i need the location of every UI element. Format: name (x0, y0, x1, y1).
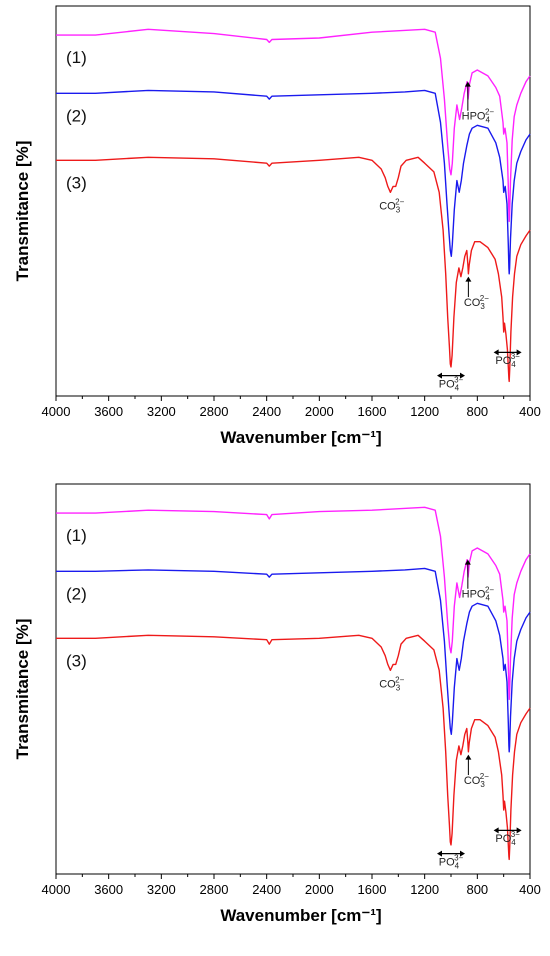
x-tick-label: 2800 (200, 882, 229, 897)
y-axis-label: Transmitance [%] (13, 141, 32, 282)
x-tick-label: 2800 (200, 404, 229, 419)
po4-arrow-2-right-head (516, 827, 522, 834)
po4-label-2: PO43− (495, 830, 520, 847)
po4-label-1: PO43− (439, 375, 464, 392)
chart-svg: 4000 3600 3200 2800 2400 2000 1600 1200 800 400 Wa… (13, 483, 541, 925)
po4-arrow-1-left-head (437, 372, 442, 379)
series-line-3 (56, 634, 531, 861)
co3-label-2: CO32− (464, 772, 489, 789)
po4-arrow-1-right-head (460, 850, 465, 857)
x-tick-label: 3600 (94, 882, 123, 897)
series-line-2 (56, 567, 531, 753)
x-tick-label: 3200 (147, 882, 176, 897)
x-axis-label: Wavenumber [cm⁻¹] (220, 428, 381, 447)
y-axis-label: Transmitance [%] (13, 619, 32, 760)
ftir-chart-bottom: 4000 3600 3200 2800 2400 2000 1600 1200 800 400 Wa… (0, 478, 550, 956)
x-tick-label: 800 (466, 404, 488, 419)
po4-arrow-2-left-head (493, 349, 499, 356)
series-label-1: (1) (66, 48, 87, 67)
hpo4-label: HPO42− (462, 108, 495, 125)
x-tick-label: 2000 (305, 404, 334, 419)
po4-arrow-2-right-head (516, 349, 522, 356)
co3-label-1: CO32− (379, 676, 404, 693)
series-label-2: (2) (66, 584, 87, 603)
series-line-1 (56, 506, 531, 701)
x-tick-label: 400 (519, 404, 541, 419)
plot-frame (55, 5, 531, 397)
x-tick-label: 800 (466, 882, 488, 897)
po4-label-2: PO43− (495, 352, 520, 369)
plot-frame (55, 483, 531, 875)
ftir-chart-top: 4000 3600 3200 2800 2400 2000 1600 1200 800 400 Wa… (13, 5, 541, 447)
po4-arrow-1-right-head (460, 372, 465, 379)
x-tick-label: 4000 (42, 882, 71, 897)
x-tick-label: 3600 (94, 404, 123, 419)
x-tick-label: 3200 (147, 404, 176, 419)
x-tick-label: 1600 (358, 404, 387, 419)
series-label-1: (1) (66, 526, 87, 545)
x-tick-label: 1200 (410, 404, 439, 419)
po4-arrow-2-left-head (493, 827, 499, 834)
x-tick-label: 1600 (358, 882, 387, 897)
chart-svg: 4000 3600 3200 2800 2400 2000 1600 1200 800 400 Wa… (13, 5, 541, 447)
series-label-3: (3) (66, 651, 87, 670)
x-axis-label: Wavenumber [cm⁻¹] (220, 906, 381, 925)
po4-arrow-1-left-head (437, 850, 442, 857)
co3-arrow-2-head (465, 276, 472, 282)
series-label-2: (2) (66, 106, 87, 125)
x-tick-label: 400 (519, 882, 541, 897)
x-tick-label: 2000 (305, 882, 334, 897)
co3-label-1: CO32− (379, 198, 404, 215)
series-label-3: (3) (66, 173, 87, 192)
series-line-3 (56, 156, 531, 383)
series-line-1 (56, 28, 531, 223)
hpo4-arrow-head (464, 81, 471, 87)
co3-label-2: CO32− (464, 294, 489, 311)
hpo4-label: HPO42− (462, 586, 495, 603)
x-tick-label: 1200 (410, 882, 439, 897)
co3-arrow-2-head (465, 754, 472, 760)
x-tick-label: 2400 (252, 404, 281, 419)
x-tick-label: 2400 (252, 882, 281, 897)
hpo4-arrow-head (464, 559, 471, 565)
series-line-2 (56, 89, 531, 275)
po4-label-1: PO43− (439, 853, 464, 870)
x-tick-label: 4000 (42, 404, 71, 419)
